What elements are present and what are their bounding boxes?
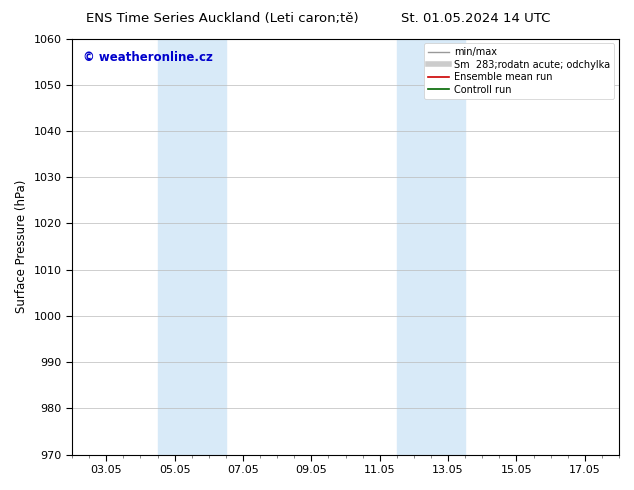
Y-axis label: Surface Pressure (hPa): Surface Pressure (hPa) — [15, 180, 28, 313]
Bar — [397, 39, 465, 455]
Text: St. 01.05.2024 14 UTC: St. 01.05.2024 14 UTC — [401, 12, 550, 25]
Bar — [158, 39, 226, 455]
Legend: min/max, Sm  283;rodatn acute; odchylka, Ensemble mean run, Controll run: min/max, Sm 283;rodatn acute; odchylka, … — [424, 44, 614, 98]
Text: © weatheronline.cz: © weatheronline.cz — [83, 51, 213, 64]
Text: ENS Time Series Auckland (Leti caron;tě): ENS Time Series Auckland (Leti caron;tě) — [86, 12, 358, 25]
